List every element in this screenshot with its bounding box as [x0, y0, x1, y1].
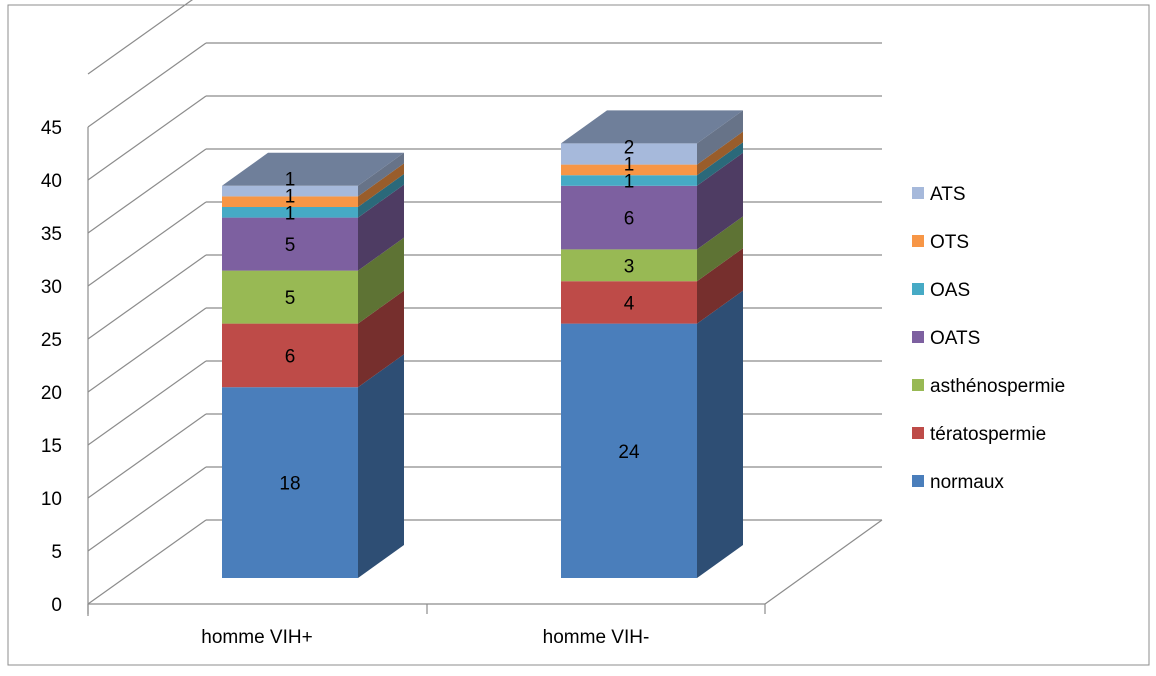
- y-tick-label: 5: [51, 542, 62, 563]
- data-label: 4: [624, 293, 635, 314]
- bar-segment-side: [697, 110, 743, 165]
- legend-swatch: [912, 235, 924, 247]
- bar-top: [561, 110, 743, 144]
- x-tick-label: homme VIH-: [543, 627, 650, 648]
- bar-segment-side: [697, 248, 743, 324]
- bar-segment: [561, 164, 697, 176]
- legend-label: normaux: [930, 472, 1004, 493]
- gridline-side: [87, 466, 207, 552]
- gridline-side: [87, 254, 207, 340]
- legend-item: OATS: [912, 328, 980, 349]
- y-axis-tick-labels: 0 5 10 15 20 25 30 35 40 45: [41, 118, 62, 616]
- bar-segment-side: [358, 237, 404, 324]
- bar-segment-side: [358, 354, 404, 578]
- data-label: 2: [624, 138, 635, 159]
- bar-segment: [561, 143, 697, 165]
- legend-item: asthénospermie: [912, 376, 1065, 397]
- data-label: 1: [624, 155, 635, 176]
- axes: [87, 127, 883, 616]
- gridline-side: [87, 307, 207, 393]
- gridline-side: [87, 413, 207, 499]
- bar-segment-side: [358, 152, 404, 197]
- data-label: 1: [285, 203, 296, 224]
- floor-edge: [764, 519, 883, 605]
- data-label: 6: [285, 346, 296, 367]
- bar-segment-side: [358, 163, 404, 207]
- bar-segment: [222, 270, 358, 324]
- legend-label: OAS: [930, 280, 970, 301]
- bar-segment: [222, 196, 358, 207]
- gridline-side: [87, 148, 207, 234]
- legend-swatch: [912, 187, 924, 199]
- gridline-side: [87, 519, 207, 605]
- data-label: 3: [624, 256, 635, 277]
- x-tick-label: homme VIH+: [201, 627, 312, 648]
- data-label: 18: [279, 474, 300, 495]
- y-tick-label: 45: [41, 118, 62, 139]
- bar-top: [222, 152, 404, 186]
- gridline-side: [87, 95, 207, 181]
- bar-segment-side: [697, 142, 743, 186]
- bar-segment: [561, 249, 697, 282]
- y-tick-label: 30: [41, 277, 62, 298]
- legend-item: normaux: [912, 472, 1004, 493]
- bar-segment: [222, 323, 358, 388]
- bar-segment-side: [697, 152, 743, 250]
- legend-swatch: [912, 475, 924, 487]
- y-tick-label: 15: [41, 436, 62, 457]
- gridline-side: [87, 42, 207, 128]
- data-label: 5: [285, 288, 296, 309]
- legend-item: OAS: [912, 280, 970, 301]
- y-tick-label: 20: [41, 383, 62, 404]
- legend-label: asthénospermie: [930, 376, 1065, 397]
- legend-swatch: [912, 331, 924, 343]
- legend-item: ATS: [912, 184, 966, 205]
- bar-segment: [222, 185, 358, 197]
- data-label: 1: [624, 172, 635, 193]
- y-tick-label: 35: [41, 224, 62, 245]
- data-label: 6: [624, 209, 635, 230]
- legend-swatch: [912, 427, 924, 439]
- data-label: 5: [285, 235, 296, 256]
- data-label: 1: [285, 169, 296, 190]
- bar-segment: [561, 323, 697, 578]
- bar-segment: [561, 185, 697, 250]
- bar-segment: [222, 207, 358, 218]
- bar-segment: [222, 217, 358, 271]
- bar-segment: [222, 387, 358, 578]
- bar-segment-side: [697, 216, 743, 282]
- legend-label: ATS: [930, 184, 966, 205]
- bar-segment-side: [697, 131, 743, 176]
- gridline-side: [87, 360, 207, 446]
- legend-label: OATS: [930, 328, 980, 349]
- legend-item: OTS: [912, 232, 969, 253]
- gridline-side: [87, 0, 193, 75]
- data-label: 24: [618, 442, 640, 463]
- legend-label: OTS: [930, 232, 969, 253]
- bar-segment-side: [358, 184, 404, 271]
- gridline-side: [87, 201, 207, 287]
- bar-segment: [561, 175, 697, 186]
- data-label: 1: [285, 186, 296, 207]
- y-tick-label: 25: [41, 330, 62, 351]
- legend-label: tératospermie: [930, 424, 1046, 445]
- legend-item: tératospermie: [912, 424, 1046, 445]
- bar-segment-side: [697, 290, 743, 578]
- bar-segment: [561, 281, 697, 324]
- y-tick-label: 10: [41, 489, 62, 510]
- legend-swatch: [912, 379, 924, 391]
- y-tick-label: 40: [41, 171, 62, 192]
- x-axis-tick-labels: homme VIH+ homme VIH-: [201, 627, 649, 648]
- bar-segment-side: [358, 174, 404, 218]
- legend: ATS OTS OAS OATS asthénospermie tératospermie…: [912, 184, 1065, 493]
- bar-segment-side: [358, 290, 404, 388]
- legend-swatch: [912, 283, 924, 295]
- y-tick-label: 0: [51, 595, 62, 616]
